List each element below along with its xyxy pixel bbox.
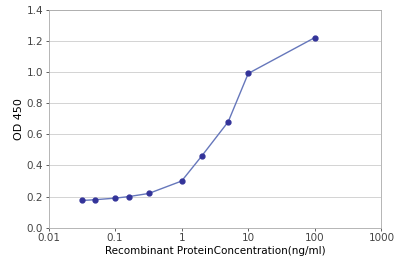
Y-axis label: OD 450: OD 450 bbox=[14, 98, 24, 140]
X-axis label: Recombinant ProteinConcentration(ng/ml): Recombinant ProteinConcentration(ng/ml) bbox=[105, 246, 325, 256]
